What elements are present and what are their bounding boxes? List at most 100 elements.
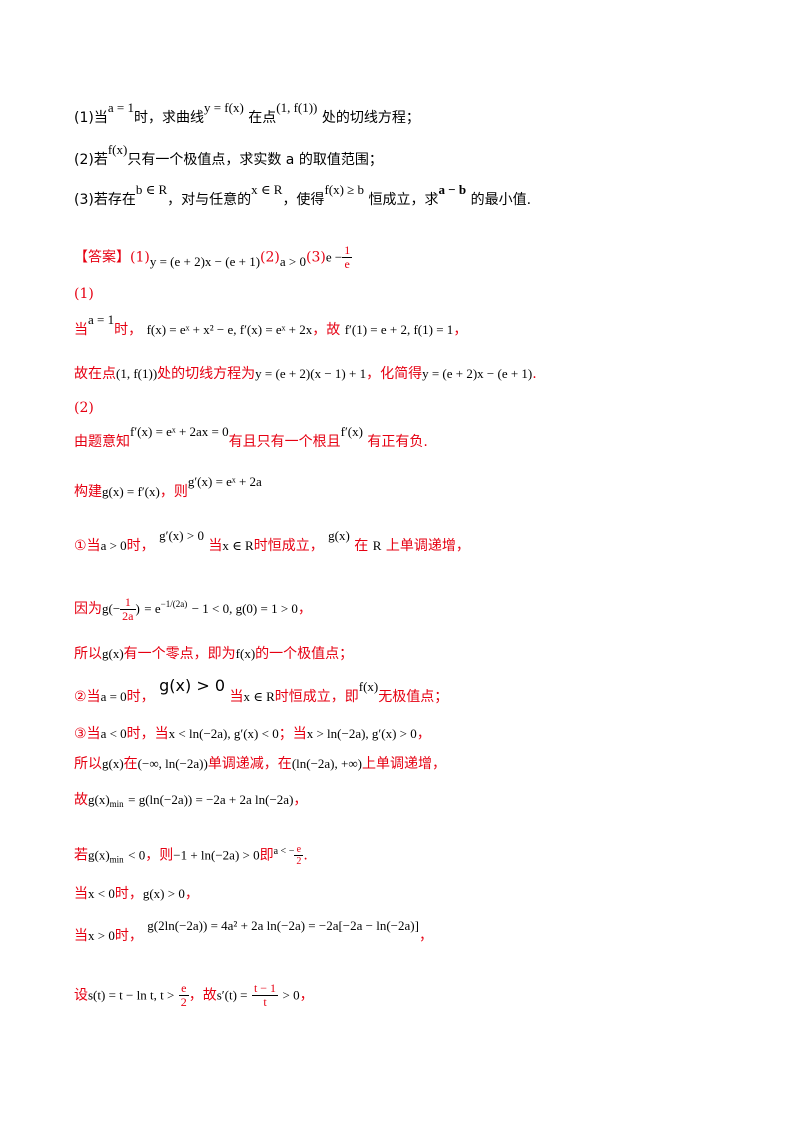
math: − 1 < 0, g(0) = 1 > 0 <box>191 601 298 616</box>
solution-line-14: 当x > 0时， g(2ln(−2a)) = 4a² + 2a ln(−2a) … <box>74 918 433 946</box>
text: 单调递减，在 <box>207 756 292 772</box>
text: 时，当 <box>126 726 169 742</box>
math: x > 0 <box>88 928 115 943</box>
q3-math-x: x ∈ R <box>251 182 283 197</box>
math: g(x) > 0 <box>142 886 185 901</box>
text: ， <box>418 928 433 944</box>
text: 有正有负. <box>367 434 428 450</box>
text: 在 <box>123 756 138 772</box>
math: g(x) > 0 <box>159 676 225 695</box>
text: ， <box>293 792 308 808</box>
text: 时， <box>126 689 155 705</box>
text: 当 <box>74 322 88 338</box>
frac-num: 1 <box>120 595 136 610</box>
q2-math: f(x) <box>107 142 128 157</box>
solution-line-3: 由题意知f′(x) = eˣ + 2ax = 0有且只有一个根且f′(x) 有正… <box>74 424 428 452</box>
math: g(x) <box>102 646 124 661</box>
text: ③当 <box>74 726 101 742</box>
math-subscript: min <box>109 854 124 865</box>
q3-text: ，对与任意的 <box>167 192 252 208</box>
frac-den: t <box>263 995 267 1009</box>
math: g′(x) > 0 <box>159 528 204 543</box>
text: 设 <box>74 987 88 1004</box>
answer-tag: 【答案】 <box>74 249 130 266</box>
solution-line-5: ①当a > 0时， g′(x) > 0 当x ∈ R时恒成立， g(x) 在 R… <box>74 528 470 556</box>
solution-line-7: 所以g(x)有一个零点，即为f(x)的一个极值点； <box>74 644 353 664</box>
solution-line-6: 因为g(− 1 2a) = e−1/(2a) − 1 < 0, g(0) = 1 >… <box>74 594 312 623</box>
solution-line-12: 若g(x)min < 0，则−1 + ln(−2a) > 0即a < − e 2. <box>74 844 308 870</box>
text: ，则 <box>159 484 188 500</box>
math: g(x) <box>88 792 110 807</box>
frac-den: 2a <box>122 608 134 623</box>
question-3: (3)若存在b ∈ R，对与任意的x ∈ R，使得f(x) ≥ b 恒成立，求a… <box>74 182 532 210</box>
text: 无极值点； <box>378 689 449 705</box>
q3-text: (3)若存在 <box>74 192 136 208</box>
math: y = (e + 2)x − (e + 1) <box>422 366 533 381</box>
q2-text: (2)若 <box>74 152 108 168</box>
answer-2: a > 0 <box>279 253 306 269</box>
frac-num: 1 <box>342 243 353 258</box>
math: g(2ln(−2a)) = 4a² + 2a ln(−2a) = −2a[−2a… <box>147 918 419 933</box>
text: ， <box>453 322 468 338</box>
solution-line-9: ③当a < 0时，当x < ln(−2a), g′(x) < 0；当x > ln… <box>74 724 431 744</box>
text: 时， <box>126 538 155 554</box>
answer-label-2: (2) <box>260 249 280 266</box>
math: x < ln(−2a), g′(x) < 0 <box>168 726 279 741</box>
q1-math-curve: y = f(x) <box>203 100 244 115</box>
solution-line-4: 构建g(x) = f′(x)，则g′(x) = eˣ + 2a <box>74 474 262 502</box>
math: y = (e + 2)(x − 1) + 1 <box>255 366 367 381</box>
q3-text: 的最小值. <box>470 192 532 208</box>
text: ，则 <box>145 847 174 864</box>
q1-math-a: a = 1 <box>107 100 134 115</box>
solution-1-head: (1) <box>74 286 94 302</box>
text: 若 <box>74 847 88 864</box>
frac-den: 2 <box>296 856 302 867</box>
text: ，化简得 <box>366 366 423 382</box>
text: 处的切线方程为 <box>157 366 256 382</box>
text: 即 <box>259 847 274 864</box>
text: ， <box>297 601 312 617</box>
math: a < 0 <box>100 726 127 741</box>
text: 当 <box>74 928 88 944</box>
math-exponent: −1/(2a) <box>160 599 188 609</box>
q1-text: 在点 <box>248 110 277 126</box>
answer-label-3: (3) <box>305 249 326 266</box>
frac-num: t − 1 <box>251 981 279 996</box>
q3-text: 恒成立，求 <box>368 192 439 208</box>
math: g(x) = f′(x) <box>102 484 160 499</box>
solution-line-11: 故g(x)min = g(ln(−2a)) = −2a + 2a ln(−2a)… <box>74 790 307 814</box>
text: 当 <box>74 886 88 902</box>
answer-3: e − <box>325 249 343 265</box>
q1-math-point: (1, f(1)) <box>276 100 318 115</box>
text: 所以 <box>74 756 102 772</box>
math: g′(x) = eˣ + 2a <box>187 474 262 489</box>
math: f′(1) = e + 2, f(1) = 1 <box>344 322 454 337</box>
text: ， <box>299 987 314 1004</box>
math: g(x) <box>88 847 110 863</box>
text: 构建 <box>74 484 102 500</box>
math: g(x) <box>328 528 350 543</box>
solution-line-10: 所以g(x)在(−∞, ln(−2a))单调递减，在(ln(−2a), +∞)上… <box>74 754 446 774</box>
math: a > 0 <box>100 538 127 553</box>
text: 当 <box>208 538 223 554</box>
math: f(x) = eˣ + x² − e, f′(x) = eˣ + 2x <box>146 322 313 337</box>
math: a = 0 <box>100 689 127 704</box>
q3-math-b: b ∈ R <box>135 182 168 197</box>
solution-line-2: 故在点(1, f(1))处的切线方程为y = (e + 2)(x − 1) + … <box>74 364 537 384</box>
frac-den: e <box>344 257 350 271</box>
text: ， <box>184 886 199 902</box>
frac-num: e <box>178 982 189 996</box>
q1-text: (1)当 <box>74 110 108 126</box>
fraction: 1 2a <box>120 595 136 623</box>
math: g(x) <box>102 756 124 771</box>
text: ；当 <box>278 726 307 742</box>
solution-line-8: ②当a = 0时， g(x) > 0 当x ∈ R时恒成立，即f(x)无极值点； <box>74 676 449 707</box>
math: f(x) <box>235 646 256 661</box>
math: = g(ln(−2a)) = −2a + 2a ln(−2a) <box>128 792 294 807</box>
answer-label-1: (1) <box>130 249 150 266</box>
text: ②当 <box>74 689 101 705</box>
q3-math-ab: a − b <box>438 182 467 197</box>
